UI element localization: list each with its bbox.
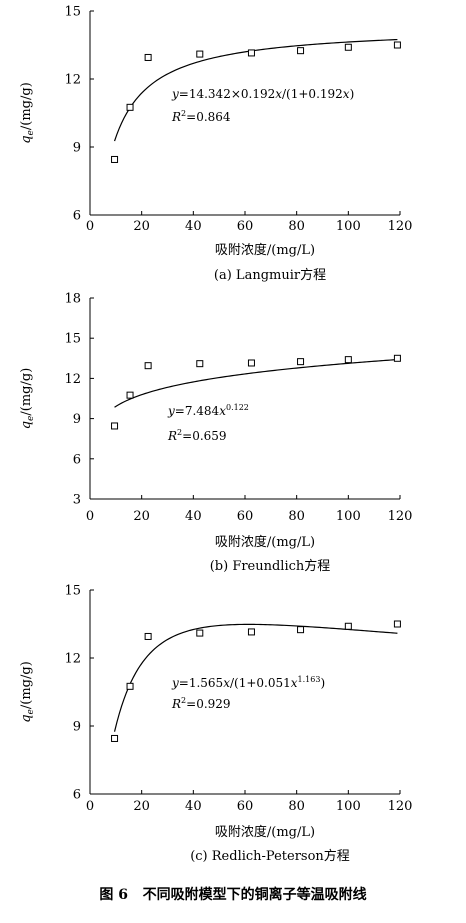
- chart-panel-2: 0 20 40 60 80 100 120 6 9 12 15 吸附浓度/(mg/L) qe/(mg/g…: [19, 584, 412, 865]
- data-point: [111, 155, 119, 163]
- r-squared: R2=0.659: [167, 428, 227, 443]
- x-tick-label: 80: [288, 219, 305, 234]
- data-point: [126, 391, 134, 399]
- y-axis-label: qe/(mg/g): [19, 368, 36, 430]
- x-tick-label: 20: [133, 799, 150, 814]
- data-point: [247, 49, 255, 57]
- data-point: [297, 626, 305, 634]
- y-axis-label: qe/(mg/g): [19, 661, 36, 723]
- data-point: [344, 43, 352, 51]
- y-tick-label: 9: [73, 720, 81, 735]
- y-tick-label: 15: [64, 5, 81, 20]
- fit-curve: [114, 358, 398, 408]
- chart-panel-1: 0 20 40 60 80 100 120 3 6 9 12 15 18 吸附浓度/(mg/L) qe/(m…: [19, 292, 412, 575]
- r-squared: R2=0.864: [171, 109, 231, 124]
- figure-number: 图 6: [99, 887, 128, 903]
- y-tick-label: 15: [64, 584, 81, 599]
- data-point: [297, 47, 305, 55]
- x-tick-label: 40: [185, 509, 202, 524]
- fit-equation: y=1.565x/(1+0.051x1.163): [171, 675, 325, 690]
- x-tick-label: 20: [133, 219, 150, 234]
- data-point: [247, 628, 255, 636]
- y-tick-label: 9: [73, 141, 81, 156]
- x-tick-label: 80: [288, 509, 305, 524]
- x-tick-label: 0: [86, 509, 94, 524]
- data-point: [144, 632, 152, 640]
- data-point: [393, 41, 401, 49]
- y-axis-label: qe/(mg/g): [19, 82, 36, 144]
- data-point: [393, 354, 401, 362]
- y-tick-label: 6: [73, 209, 81, 224]
- x-tick-label: 60: [237, 219, 254, 234]
- x-tick-label: 100: [336, 799, 361, 814]
- data-point: [144, 53, 152, 61]
- data-point: [393, 620, 401, 628]
- fit-equation: y=14.342×0.192x/(1+0.192x): [171, 87, 354, 101]
- panel-caption: (c) Redlich-Peterson方程: [190, 848, 350, 864]
- r-squared: R2=0.929: [171, 696, 231, 711]
- data-point: [144, 362, 152, 370]
- figure-title: 图 6 不同吸附模型下的铜离子等温吸附线: [0, 884, 466, 904]
- x-tick-label: 100: [336, 219, 361, 234]
- x-tick-label: 120: [388, 219, 413, 234]
- x-axis-label: 吸附浓度/(mg/L): [215, 534, 315, 550]
- y-tick-label: 15: [64, 332, 81, 347]
- data-point: [126, 103, 134, 111]
- data-point: [344, 356, 352, 364]
- data-point: [126, 682, 134, 690]
- data-point: [111, 422, 119, 430]
- x-tick-label: 100: [336, 509, 361, 524]
- chart-panel-0: 0 20 40 60 80 100 120 6 9 12 15 吸附浓度/(mg/L) qe/(mg/g…: [19, 5, 412, 284]
- y-tick-label: 3: [73, 493, 81, 508]
- panel-caption: (a) Langmuir方程: [214, 267, 326, 283]
- y-tick-label: 12: [64, 372, 81, 387]
- data-point: [196, 629, 204, 637]
- y-tick-label: 12: [64, 73, 81, 88]
- fit-curve: [113, 38, 398, 142]
- data-point: [196, 360, 204, 368]
- x-tick-label: 120: [388, 799, 413, 814]
- y-tick-label: 6: [73, 788, 81, 803]
- data-point: [196, 50, 204, 58]
- panel-caption: (b) Freundlich方程: [210, 558, 331, 574]
- x-tick-label: 60: [237, 509, 254, 524]
- x-tick-label: 20: [133, 509, 150, 524]
- y-tick-label: 12: [64, 652, 81, 667]
- x-tick-label: 120: [388, 509, 413, 524]
- x-tick-label: 80: [288, 799, 305, 814]
- x-tick-label: 40: [185, 219, 202, 234]
- y-tick-label: 18: [64, 292, 81, 307]
- x-tick-label: 0: [86, 799, 94, 814]
- fit-equation: y=7.484x0.122: [167, 403, 249, 418]
- x-tick-label: 60: [237, 799, 254, 814]
- data-point: [344, 622, 352, 630]
- data-point: [111, 734, 119, 742]
- x-axis-label: 吸附浓度/(mg/L): [215, 824, 315, 840]
- figure-title-text: 不同吸附模型下的铜离子等温吸附线: [142, 887, 367, 903]
- x-axis-label: 吸附浓度/(mg/L): [215, 242, 315, 258]
- data-point: [247, 359, 255, 367]
- y-tick-label: 9: [73, 412, 81, 427]
- x-tick-label: 0: [86, 219, 94, 234]
- y-tick-label: 6: [73, 452, 81, 467]
- data-point: [297, 358, 305, 366]
- x-tick-label: 40: [185, 799, 202, 814]
